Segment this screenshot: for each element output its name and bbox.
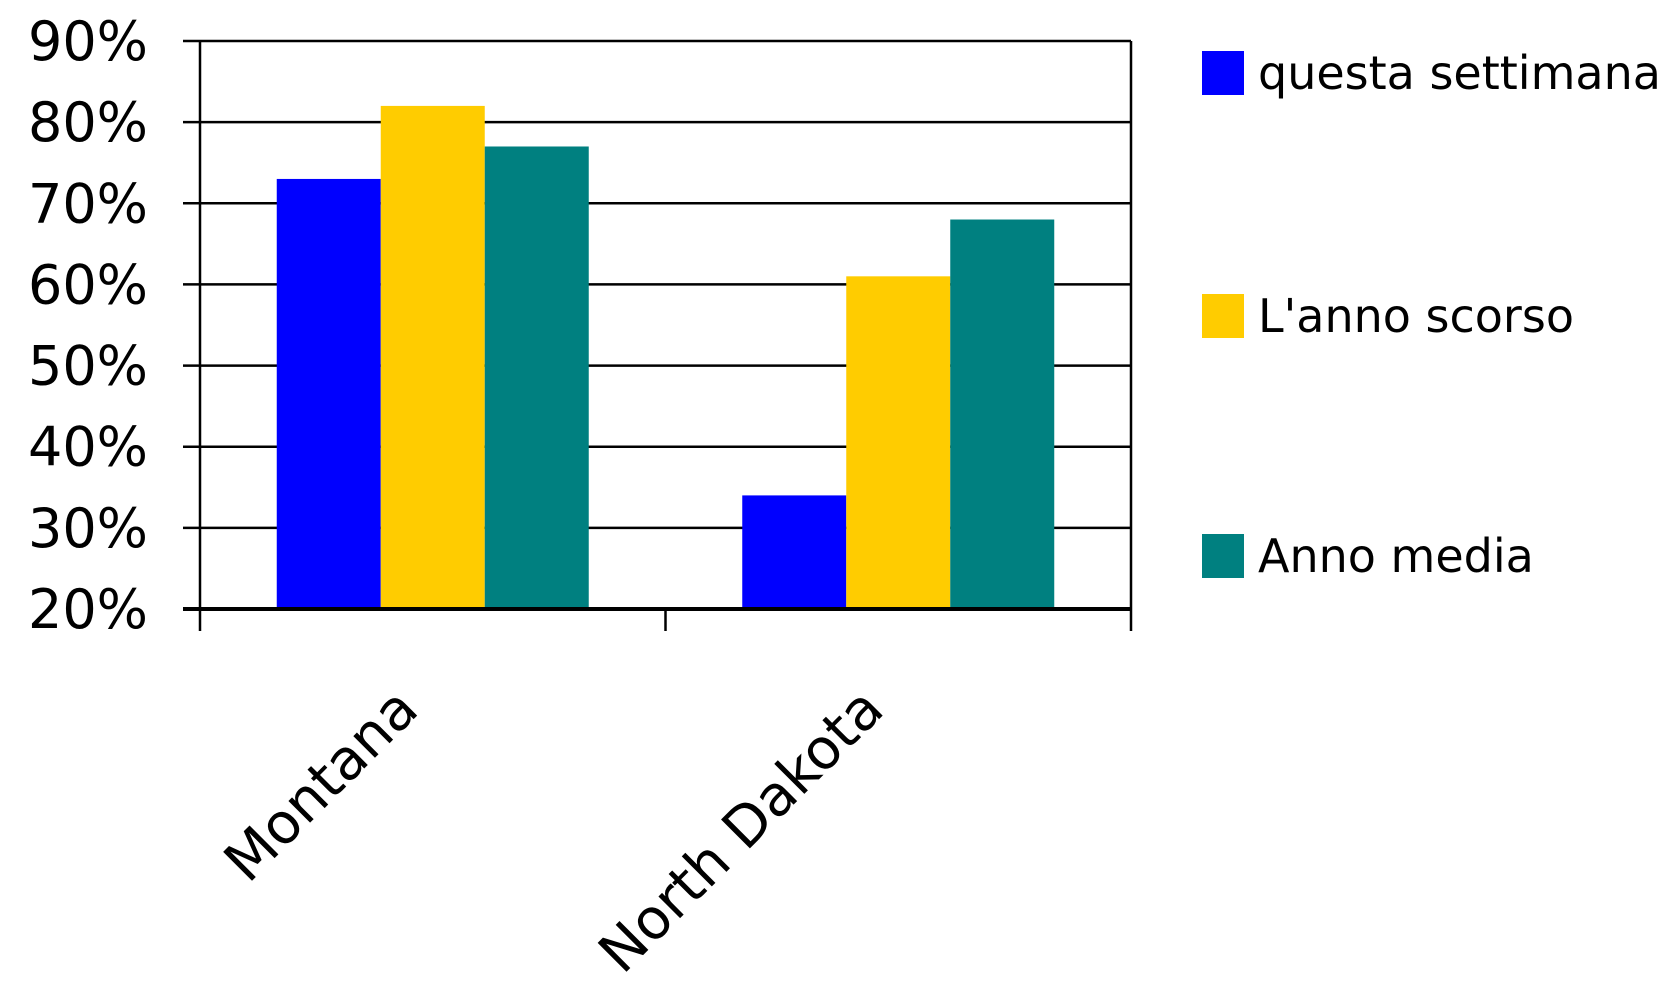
- y-tick-label: 60%: [28, 253, 148, 316]
- category-label: North Dakota: [587, 676, 897, 986]
- legend-label: L'anno scorso: [1258, 289, 1574, 343]
- y-tick-label: 90%: [28, 10, 148, 73]
- x-axis-labels: Montana North Dakota: [212, 676, 896, 986]
- y-tick-label: 50%: [28, 335, 148, 398]
- y-tick-label: 70%: [28, 172, 148, 235]
- bar-2-2: [846, 276, 951, 609]
- y-tick-label: 30%: [28, 497, 148, 560]
- y-axis-ticks: 20% 30% 40% 50% 60% 70% 80% 90%: [28, 10, 200, 641]
- legend-swatch: [1202, 294, 1244, 338]
- y-tick-label: 80%: [28, 91, 148, 154]
- y-tick-label: 40%: [28, 416, 148, 479]
- legend-swatch: [1202, 51, 1244, 95]
- category-label: Montana: [212, 676, 431, 895]
- bar-1-2: [742, 495, 847, 609]
- bar-2-1: [380, 105, 485, 610]
- bar-3-2: [950, 219, 1055, 609]
- legend: questa settimana L'anno scorso Anno media: [1202, 46, 1661, 583]
- bars: [276, 105, 1055, 610]
- legend-swatch: [1202, 534, 1244, 578]
- axes: [183, 41, 1133, 631]
- legend-label: questa settimana: [1258, 46, 1661, 100]
- bar-1-1: [276, 178, 381, 609]
- legend-label: Anno media: [1258, 529, 1534, 583]
- y-tick-label: 20%: [28, 578, 148, 641]
- bar-3-1: [484, 146, 589, 609]
